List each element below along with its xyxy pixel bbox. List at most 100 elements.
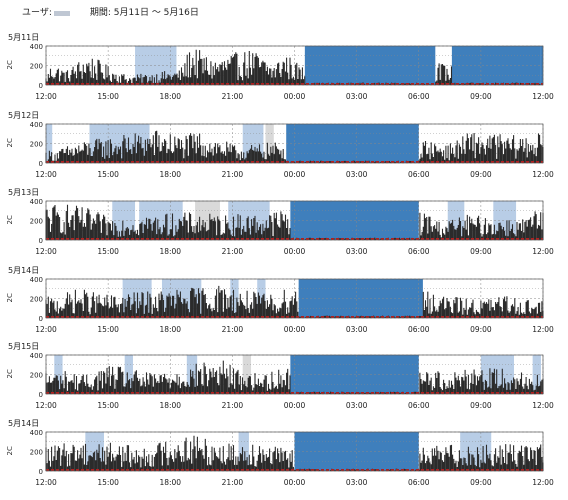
x-tick-label: 03:00 [346, 247, 368, 256]
x-tick-label: 00:00 [284, 401, 306, 410]
x-tick-label: 12:00 [35, 247, 57, 256]
y-tick-label: 200 [30, 63, 43, 71]
x-tick-label: 06:00 [408, 92, 430, 101]
y-tick-label: 200 [30, 296, 43, 304]
y-axis-label: 2C [6, 138, 14, 147]
day-title: 5月13日 [8, 188, 39, 197]
y-axis-label: 2C [6, 293, 14, 302]
sleep-band [286, 124, 419, 163]
user-label: ユーザ: [22, 8, 52, 18]
day-chart-4: 5月14日 2C 0 200 400 12:00 15:00 18:00 21:00 00:00 0… [6, 266, 554, 334]
y-tick-label: 400 [30, 198, 43, 206]
y-tick-label: 400 [30, 429, 43, 437]
x-tick-label: 03:00 [346, 478, 368, 487]
x-tick-label: 12:00 [532, 325, 554, 334]
y-tick-label: 200 [30, 218, 43, 226]
x-tick-label: 15:00 [97, 325, 119, 334]
plot-frame [45, 200, 544, 241]
x-tick-label: 12:00 [35, 170, 57, 179]
x-tick-label: 00:00 [284, 325, 306, 334]
x-tick-label: 18:00 [159, 247, 181, 256]
x-tick-label: 15:00 [97, 170, 119, 179]
x-tick-label: 00:00 [284, 478, 306, 487]
sleep-band [298, 279, 423, 318]
x-tick-label: 03:00 [346, 92, 368, 101]
sleep-band [532, 355, 541, 394]
x-tick-label: 06:00 [408, 325, 430, 334]
day-chart-2: 5月12日 2C 0 200 400 12:00 15:00 18:00 21:00 00:00 0… [6, 111, 554, 179]
x-tick-label: 12:00 [532, 401, 554, 410]
plot-frame [45, 278, 544, 319]
x-tick-label: 09:00 [470, 92, 492, 101]
plot-frame [45, 354, 544, 395]
x-tick-label: 09:00 [470, 247, 492, 256]
x-tick-label: 18:00 [159, 401, 181, 410]
y-tick-label: 0 [39, 160, 43, 168]
x-tick-label: 12:00 [35, 325, 57, 334]
y-tick-label: 400 [30, 43, 43, 51]
x-tick-label: 06:00 [408, 170, 430, 179]
period-value: 5月11日 ～ 5月16日 [113, 8, 199, 18]
x-tick-label: 21:00 [222, 325, 244, 334]
sleep-band [540, 46, 543, 85]
x-tick-label: 09:00 [470, 170, 492, 179]
report-header: ユーザ: 期間: 5月11日 ～ 5月16日 [22, 6, 199, 20]
day-title: 5月15日 [8, 342, 39, 351]
x-tick-label: 12:00 [532, 92, 554, 101]
period-label: 期間: [89, 8, 111, 18]
y-tick-label: 200 [30, 449, 43, 457]
day-title: 5月12日 [8, 111, 39, 120]
x-tick-label: 15:00 [97, 478, 119, 487]
day-chart-5: 5月15日 2C 0 200 400 12:00 15:00 18:00 21:00 00:00 0… [6, 342, 554, 410]
y-axis-label: 2C [6, 60, 14, 69]
plot-frame [45, 45, 544, 86]
x-tick-label: 09:00 [470, 478, 492, 487]
sleep-band [124, 355, 133, 394]
x-tick-label: 12:00 [35, 478, 57, 487]
user-name-redacted [53, 10, 70, 16]
x-tick-label: 18:00 [159, 170, 181, 179]
x-tick-label: 03:00 [346, 401, 368, 410]
x-tick-label: 00:00 [284, 92, 306, 101]
day-chart-6: 5月14日 2C 0 200 400 12:00 15:00 18:00 21:00 00:00 0… [6, 419, 554, 487]
x-tick-label: 12:00 [532, 170, 554, 179]
day-chart-3: 5月13日 2C 0 200 400 12:00 15:00 18:00 21:00 00:00 0… [6, 188, 554, 256]
x-tick-label: 00:00 [284, 170, 306, 179]
x-tick-label: 09:00 [470, 401, 492, 410]
x-tick-label: 06:00 [408, 401, 430, 410]
y-tick-label: 200 [30, 141, 43, 149]
y-tick-label: 0 [39, 237, 43, 245]
y-tick-label: 0 [39, 391, 43, 399]
y-tick-label: 400 [30, 276, 43, 284]
y-tick-label: 400 [30, 352, 43, 360]
plot-frame [45, 123, 544, 164]
x-tick-label: 09:00 [470, 325, 492, 334]
x-tick-label: 15:00 [97, 92, 119, 101]
day-title: 5月14日 [8, 266, 39, 275]
y-tick-label: 0 [39, 82, 43, 90]
y-axis-label: 2C [6, 215, 14, 224]
y-tick-label: 200 [30, 372, 43, 380]
activity-series [45, 285, 544, 318]
x-tick-label: 21:00 [222, 247, 244, 256]
x-tick-label: 18:00 [159, 92, 181, 101]
x-tick-label: 12:00 [35, 401, 57, 410]
y-tick-label: 0 [39, 315, 43, 323]
x-tick-label: 12:00 [35, 92, 57, 101]
y-axis-label: 2C [6, 369, 14, 378]
x-tick-label: 12:00 [532, 247, 554, 256]
x-tick-label: 18:00 [159, 478, 181, 487]
x-tick-label: 15:00 [97, 401, 119, 410]
x-tick-label: 03:00 [346, 170, 368, 179]
x-tick-label: 12:00 [532, 478, 554, 487]
x-tick-label: 21:00 [222, 170, 244, 179]
y-tick-label: 400 [30, 121, 43, 129]
sleep-band [265, 124, 274, 163]
day-title: 5月11日 [8, 33, 39, 42]
x-tick-label: 00:00 [284, 247, 306, 256]
x-tick-label: 21:00 [222, 478, 244, 487]
day-title: 5月14日 [8, 419, 39, 428]
plot-frame [45, 431, 544, 472]
x-tick-label: 06:00 [408, 247, 430, 256]
